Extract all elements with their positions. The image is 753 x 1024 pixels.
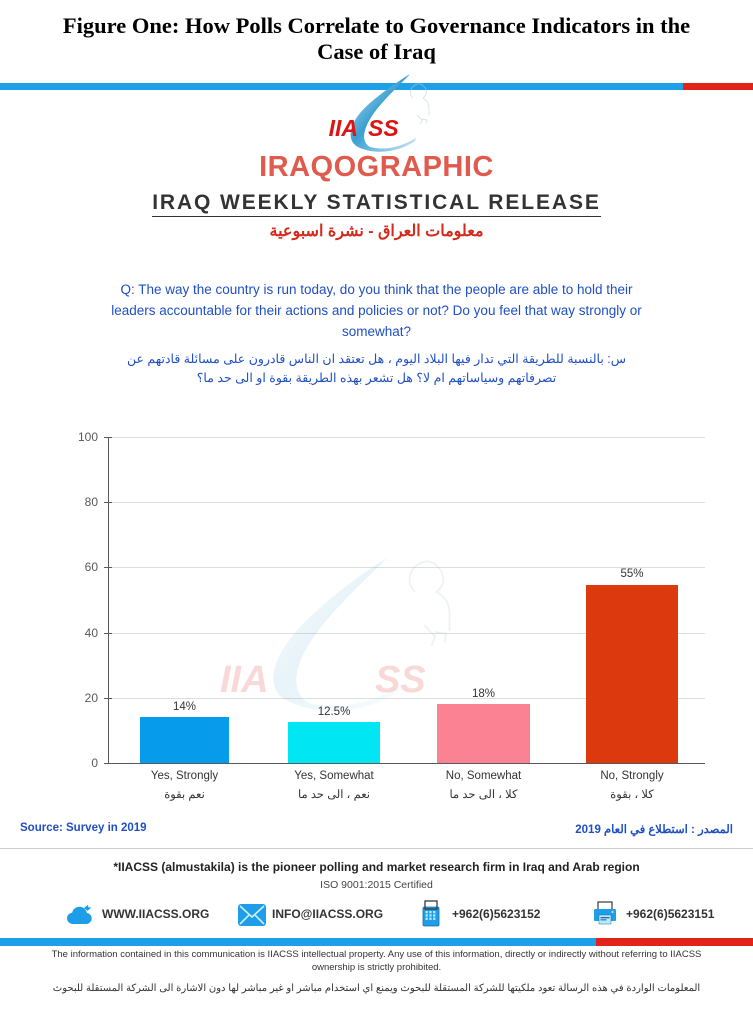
svg-text:SS: SS [375,659,426,701]
svg-text:IIA: IIA [220,659,269,701]
